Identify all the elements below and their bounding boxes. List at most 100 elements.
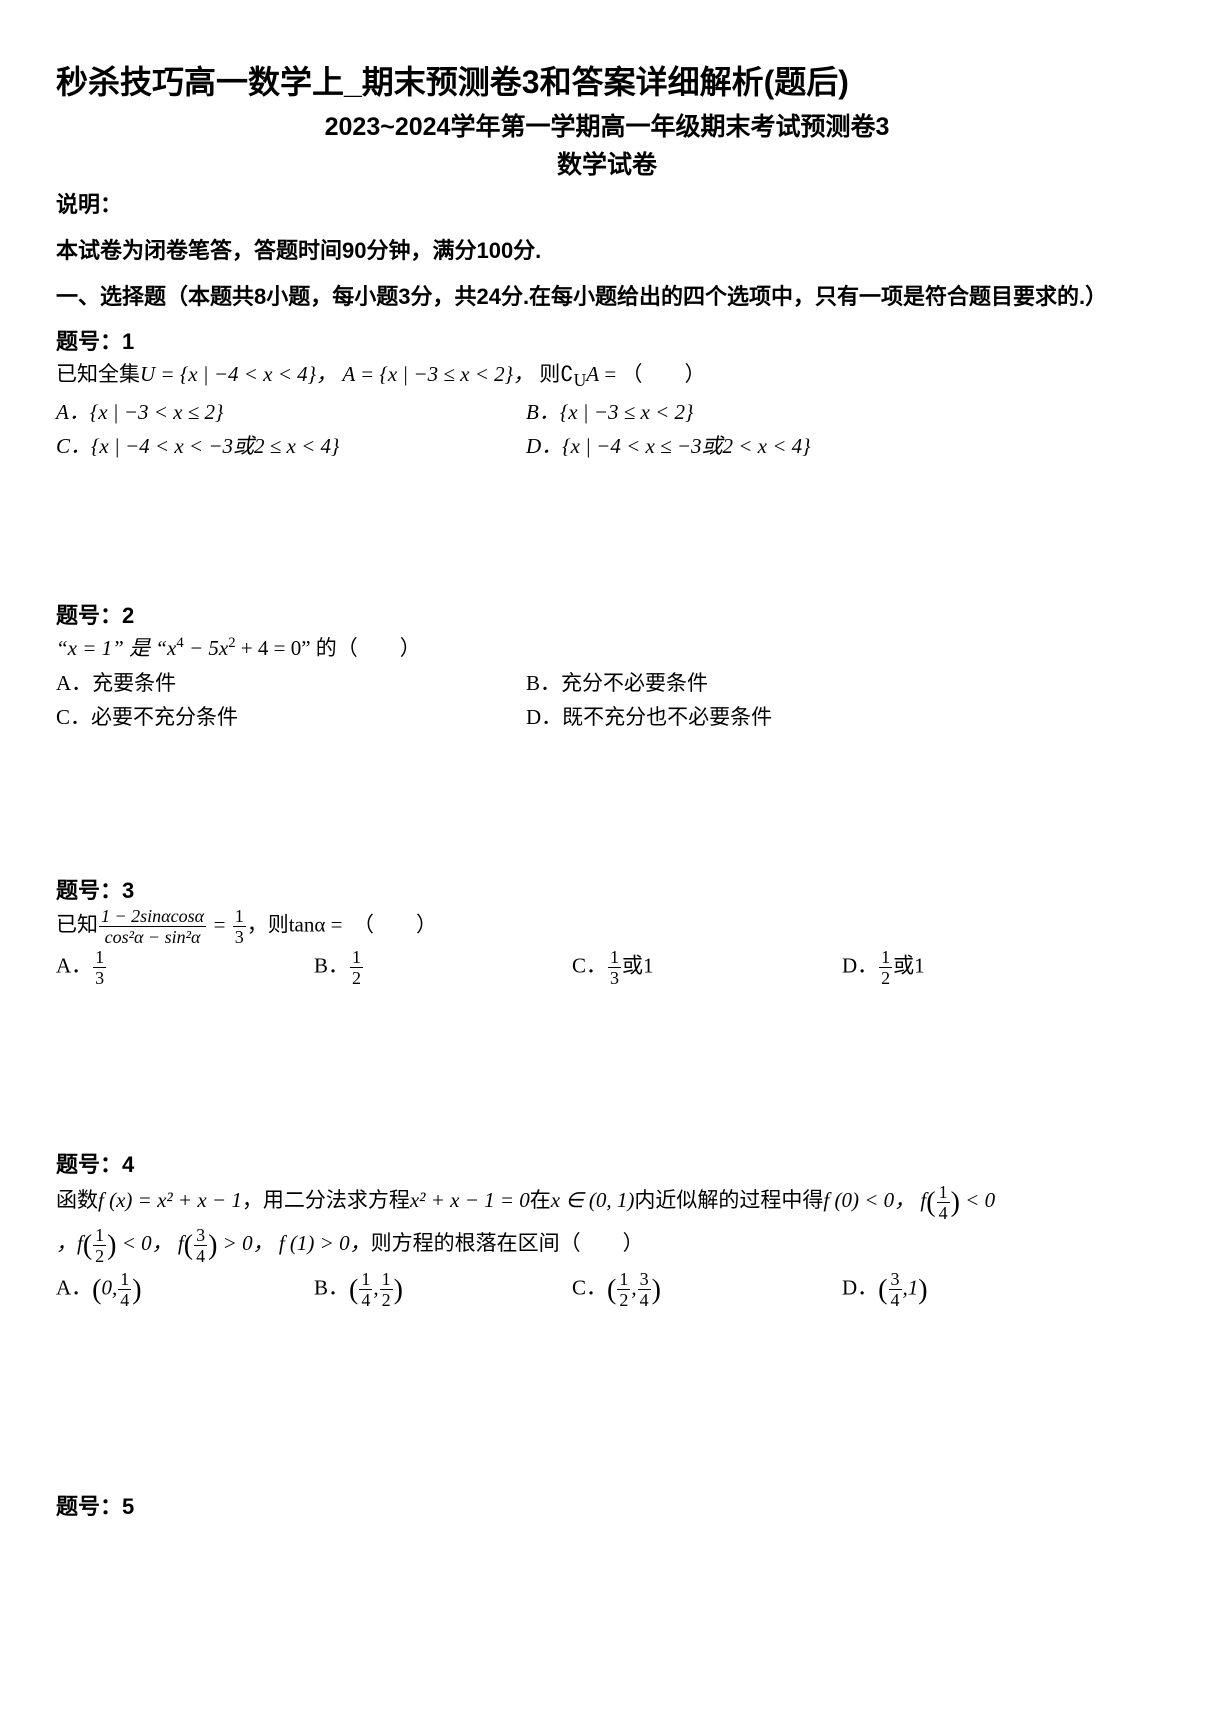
fraction: 34 xyxy=(194,1226,207,1265)
fraction: 12 xyxy=(93,1226,106,1265)
stem-math: < 0， xyxy=(117,1231,173,1255)
option-b: B．{x | −3 ≤ x < 2} xyxy=(526,396,1158,426)
stem-text: + 4 = 0” 的（ ） xyxy=(236,636,421,660)
fraction: 13 xyxy=(233,907,246,946)
fraction: 14 xyxy=(359,1270,372,1309)
fraction: 34 xyxy=(889,1270,902,1309)
spacer xyxy=(56,731,1158,863)
options-grid: A．(0,14) B．(14,12) C．(12,34) D．(34,1) xyxy=(56,1270,1158,1309)
option-c: C．(12,34) xyxy=(572,1270,842,1309)
stem-text: 则 xyxy=(539,362,560,386)
paren: ) xyxy=(132,1274,141,1305)
fraction: 1 − 2sinαcosαcos²α − sin²α xyxy=(99,907,206,946)
stem-math: f (x) = x² + x − 1 xyxy=(98,1188,242,1212)
paren: ( xyxy=(92,1274,101,1305)
stem-math: x² + x − 1 = 0 xyxy=(410,1188,530,1212)
fraction: 34 xyxy=(638,1270,651,1309)
paren: ( xyxy=(607,1274,616,1305)
option-c: C．必要不充分条件 xyxy=(56,701,506,731)
option-a: A．(0,14) xyxy=(56,1270,314,1309)
fraction: 12 xyxy=(879,948,892,987)
answer-blank: （ ） xyxy=(621,362,705,386)
option-b: B．(14,12) xyxy=(314,1270,572,1309)
stem-text: 在 xyxy=(530,1188,551,1212)
paren: ) xyxy=(107,1230,116,1261)
fraction: 12 xyxy=(617,1270,630,1309)
option-c: C．13或1 xyxy=(572,948,842,987)
question-stem: “x = 1” 是 “x4 − 5x2 + 4 = 0” 的（ ） xyxy=(56,632,1158,665)
stem-text: “x = 1” 是 “x xyxy=(56,636,176,660)
spacer xyxy=(56,987,1158,1137)
paren: ) xyxy=(918,1274,927,1305)
option-b: B．12 xyxy=(314,948,572,987)
question-1: 题号：1 已知全集U = {x | −4 < x < 4}， A = {x | … xyxy=(56,324,1158,460)
option-b: B．充分不必要条件 xyxy=(526,667,1158,697)
stem-math: < 0 xyxy=(960,1188,995,1212)
option-a: A．充要条件 xyxy=(56,667,506,697)
question-number: 题号：2 xyxy=(56,598,1158,630)
paren: ( xyxy=(878,1274,887,1305)
fraction: 12 xyxy=(350,948,363,987)
options-grid: A．充要条件 B．充分不必要条件 C．必要不充分条件 D．既不充分也不必要条件 xyxy=(56,667,1158,731)
option-c: C．{x | −4 < x < −3或2 ≤ x < 4} xyxy=(56,430,506,460)
paren: ( xyxy=(926,1187,935,1218)
question-5: 题号：5 xyxy=(56,1489,1158,1521)
question-stem: 已知全集U = {x | −4 < x < 4}， A = {x | −3 ≤ … xyxy=(56,358,1158,394)
equals: = xyxy=(207,912,232,936)
question-number: 题号：5 xyxy=(56,1489,1158,1521)
paren: ( xyxy=(184,1230,193,1261)
options-grid: A．13 B．12 C．13或1 D．12或1 xyxy=(56,948,1158,987)
section-heading: 一、选择题（本题共8小题，每小题3分，共24分.在每小题给出的四个选项中，只有一… xyxy=(56,279,1158,314)
option-a: A．13 xyxy=(56,948,314,987)
stem-math: > 0， xyxy=(217,1231,273,1255)
fraction: 14 xyxy=(118,1270,131,1309)
fraction: 12 xyxy=(380,1270,393,1309)
option-d: D．既不充分也不必要条件 xyxy=(526,701,1158,731)
paren: ( xyxy=(83,1230,92,1261)
question-number: 题号：1 xyxy=(56,324,1158,356)
main-title: 秒杀技巧高一数学上_期末预测卷3和答案详细解析(题后) xyxy=(56,60,1158,105)
option-a: A．{x | −3 < x ≤ 2} xyxy=(56,396,506,426)
option-d: D．(34,1) xyxy=(842,1270,1158,1309)
instruction-text: 本试卷为闭卷笔答，答题时间90分钟，满分100分. xyxy=(56,233,1158,265)
paren: ) xyxy=(394,1274,403,1305)
spacer xyxy=(56,1309,1158,1479)
instruction-label: 说明： xyxy=(56,187,1158,219)
question-number: 题号：4 xyxy=(56,1147,1158,1179)
fraction: 14 xyxy=(937,1183,950,1222)
question-2: 题号：2 “x = 1” 是 “x4 − 5x2 + 4 = 0” 的（ ） A… xyxy=(56,598,1158,731)
stem-text: ，用二分法求方程 xyxy=(242,1188,410,1212)
stem-math: x ∈ (0, 1) xyxy=(551,1188,635,1212)
option-d: D．{x | −4 < x ≤ −3或2 < x < 4} xyxy=(526,430,1158,460)
paren: ( xyxy=(349,1274,358,1305)
stem-text: 函数 xyxy=(56,1188,98,1212)
fraction: 13 xyxy=(93,948,106,987)
stem-math: f (1) > 0， xyxy=(279,1231,371,1255)
question-number: 题号：3 xyxy=(56,873,1158,905)
question-4: 题号：4 函数f (x) = x² + x − 1，用二分法求方程x² + x … xyxy=(56,1147,1158,1309)
question-stem: 函数f (x) = x² + x − 1，用二分法求方程x² + x − 1 =… xyxy=(56,1181,1158,1268)
subtitle-line1: 2023~2024学年第一学期高一年级期末考试预测卷3 xyxy=(56,107,1158,143)
stem-complement: ∁UA = xyxy=(560,362,621,386)
stem-text: ，则tanα = （ ） xyxy=(247,912,437,936)
question-stem: 已知1 − 2sinαcosαcos²α − sin²α = 13，则tanα … xyxy=(56,907,1158,946)
stem-text: − 5x xyxy=(184,636,229,660)
sup: 2 xyxy=(228,635,235,651)
stem-set-a: A = {x | −3 ≤ x < 2}， xyxy=(342,362,534,386)
option-d: D．12或1 xyxy=(842,948,1158,987)
options-grid: A．{x | −3 < x ≤ 2} B．{x | −3 ≤ x < 2} C．… xyxy=(56,396,1158,460)
subtitle-line2: 数学试卷 xyxy=(56,145,1158,181)
stem-math: ，f xyxy=(56,1231,83,1255)
stem-math: f (0) < 0， xyxy=(823,1188,915,1212)
sup: 4 xyxy=(176,635,183,651)
stem-text: 内近似解的过程中得 xyxy=(634,1188,823,1212)
stem-text: 已知全集 xyxy=(56,362,140,386)
stem-set-u: U = {x | −4 < x < 4}， xyxy=(140,362,337,386)
question-3: 题号：3 已知1 − 2sinαcosαcos²α − sin²α = 13，则… xyxy=(56,873,1158,987)
spacer xyxy=(56,460,1158,588)
fraction: 13 xyxy=(608,948,621,987)
paren: ) xyxy=(951,1187,960,1218)
stem-text: 已知 xyxy=(56,912,98,936)
paren: ) xyxy=(652,1274,661,1305)
stem-text: 则方程的根落在区间（ ） xyxy=(371,1231,644,1255)
